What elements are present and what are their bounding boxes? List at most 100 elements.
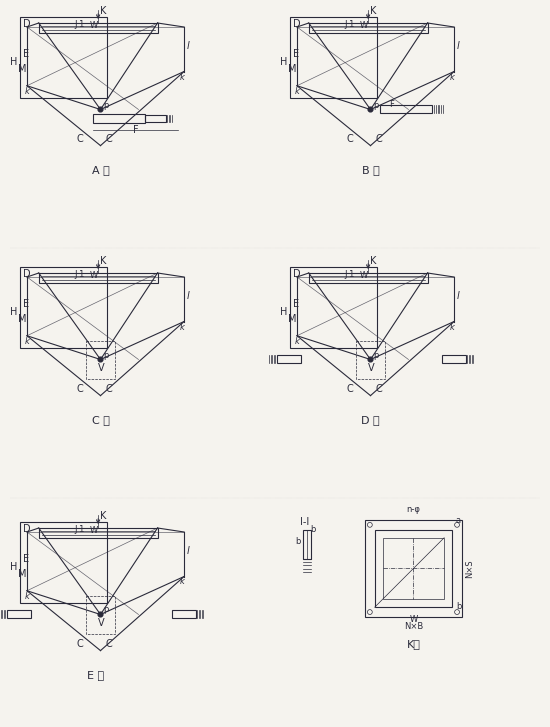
Bar (303, 530, 311, 558)
Bar (365, 520, 462, 617)
Text: l: l (187, 41, 190, 51)
Text: E: E (23, 49, 29, 60)
Text: H: H (10, 563, 18, 572)
Text: k: k (25, 337, 30, 346)
Bar (290, 17, 377, 97)
Bar (356, 340, 385, 379)
Text: C: C (77, 384, 84, 393)
Text: K: K (370, 256, 377, 266)
Bar (39, 528, 157, 539)
Text: k: k (180, 73, 185, 81)
Text: N×B: N×B (404, 622, 423, 631)
Text: k: k (295, 337, 300, 346)
Text: H: H (280, 57, 287, 68)
Text: p: p (373, 100, 379, 110)
Text: V: V (367, 363, 374, 373)
Text: E 型: E 型 (87, 670, 104, 680)
Bar (93, 114, 145, 123)
Text: K: K (100, 256, 107, 266)
Text: k: k (450, 73, 455, 81)
Bar (290, 267, 377, 348)
Text: C: C (375, 134, 382, 144)
Text: F: F (133, 125, 139, 135)
Text: b: b (456, 602, 461, 611)
Bar (277, 355, 301, 364)
Text: k: k (180, 577, 185, 587)
Text: W: W (90, 21, 98, 31)
Text: K: K (370, 6, 377, 16)
Text: n-φ: n-φ (406, 505, 420, 514)
Circle shape (368, 107, 373, 112)
Text: N×S: N×S (465, 559, 474, 578)
Text: C: C (375, 384, 382, 393)
Text: C: C (346, 384, 354, 393)
Text: M: M (288, 65, 296, 74)
Text: W: W (409, 615, 417, 624)
Text: k: k (450, 323, 455, 332)
Text: M: M (18, 315, 26, 324)
Text: V: V (97, 363, 104, 373)
Text: D 型: D 型 (361, 414, 380, 425)
Text: p: p (103, 100, 109, 110)
Bar (309, 23, 427, 33)
Text: M: M (18, 569, 26, 579)
Bar (309, 273, 427, 284)
Text: D: D (293, 269, 301, 279)
Text: D: D (23, 19, 31, 29)
Bar (20, 267, 107, 348)
Text: k: k (295, 87, 300, 96)
Bar (145, 115, 166, 122)
Text: F: F (389, 100, 394, 108)
Text: M: M (288, 315, 296, 324)
Bar (172, 610, 195, 618)
Text: b: b (295, 537, 300, 546)
Circle shape (98, 357, 103, 362)
Bar (442, 355, 465, 364)
Text: D: D (23, 269, 31, 279)
Text: E: E (293, 300, 299, 310)
Text: l: l (187, 292, 190, 301)
Text: C: C (346, 134, 354, 144)
Text: H: H (10, 57, 18, 68)
Text: B 型: B 型 (362, 164, 380, 174)
Bar (39, 23, 157, 33)
Bar (86, 340, 115, 379)
Text: H: H (280, 308, 287, 318)
Circle shape (368, 357, 373, 362)
Text: E: E (23, 300, 29, 310)
Text: V: V (97, 618, 104, 628)
Text: K: K (100, 511, 107, 521)
Text: J 1: J 1 (344, 20, 355, 29)
Text: p: p (103, 350, 109, 359)
Bar (86, 595, 115, 633)
Text: W: W (360, 21, 368, 31)
Text: I-I: I-I (300, 517, 309, 527)
Text: C: C (77, 638, 84, 648)
Text: K向: K向 (406, 639, 420, 649)
Text: D: D (293, 19, 301, 29)
Bar (20, 522, 107, 603)
Text: k: k (25, 87, 30, 96)
Text: C 型: C 型 (91, 414, 109, 425)
Text: C: C (77, 134, 84, 144)
Bar (20, 17, 107, 97)
Bar (7, 610, 31, 618)
Text: A 型: A 型 (92, 164, 109, 174)
Text: J 1: J 1 (74, 525, 85, 534)
Text: W: W (360, 271, 368, 280)
Text: D: D (23, 524, 31, 534)
Text: l: l (187, 546, 190, 556)
Text: k: k (25, 592, 30, 601)
Circle shape (98, 107, 103, 112)
Circle shape (98, 612, 103, 617)
Text: J 1: J 1 (74, 20, 85, 29)
Text: E: E (23, 555, 29, 564)
Text: H: H (10, 308, 18, 318)
Text: a: a (456, 516, 461, 525)
Text: C: C (105, 384, 112, 393)
Text: W: W (90, 526, 98, 535)
Bar (39, 273, 157, 284)
Text: W: W (90, 271, 98, 280)
Text: p: p (103, 606, 109, 614)
Text: l: l (457, 292, 460, 301)
